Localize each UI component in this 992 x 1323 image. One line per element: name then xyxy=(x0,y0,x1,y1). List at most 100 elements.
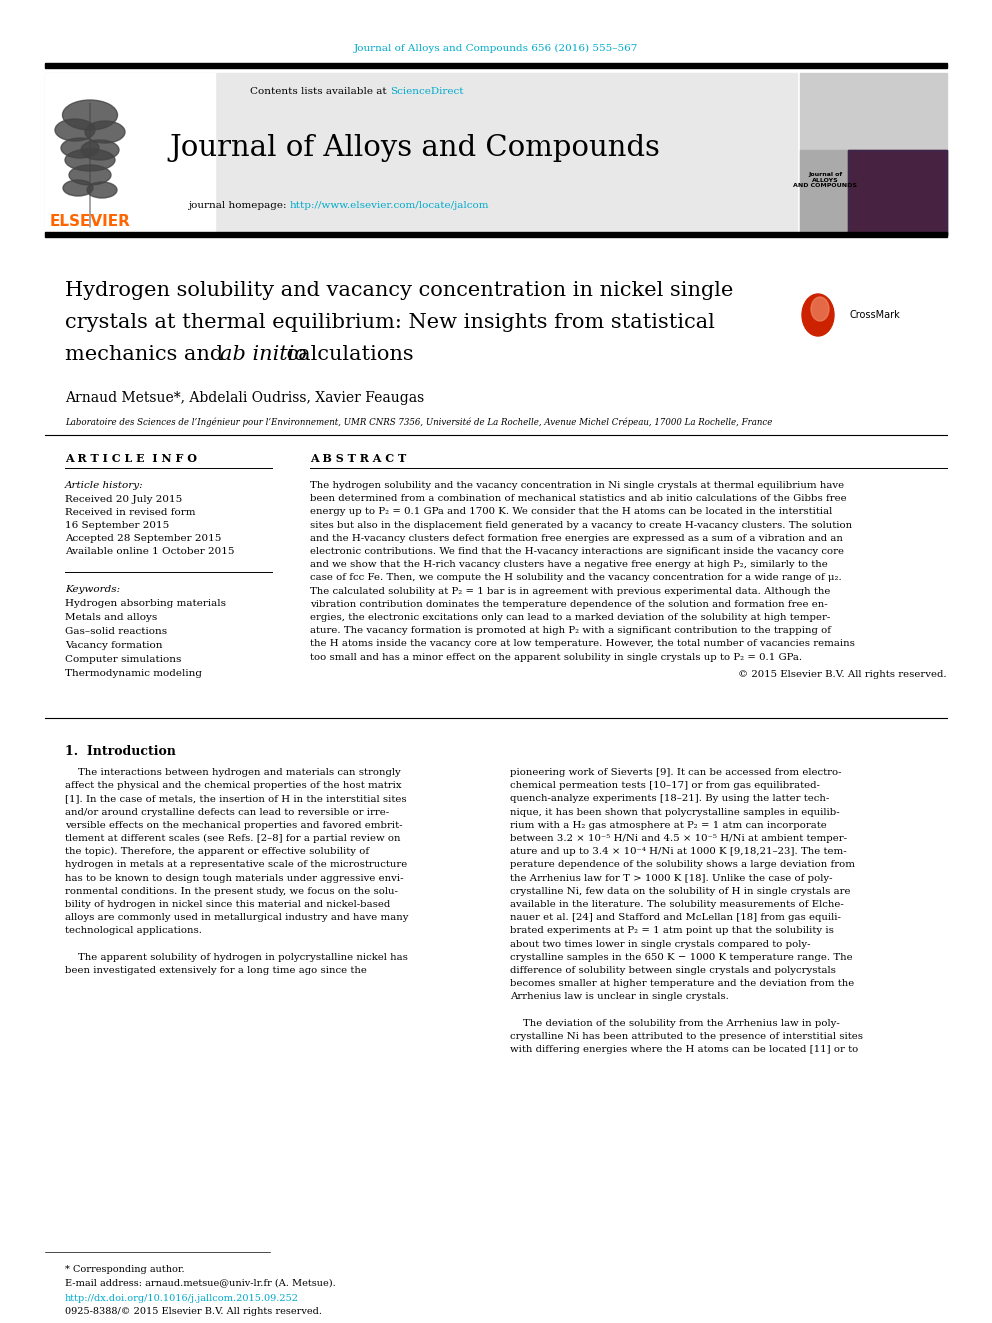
Text: about two times lower in single crystals compared to poly-: about two times lower in single crystals… xyxy=(510,939,810,949)
Ellipse shape xyxy=(63,180,93,196)
Text: crystalline Ni has been attributed to the presence of interstitial sites: crystalline Ni has been attributed to th… xyxy=(510,1032,863,1041)
Text: calculations: calculations xyxy=(280,344,414,364)
Text: Journal of
ALLOYS
AND COMPOUNDS: Journal of ALLOYS AND COMPOUNDS xyxy=(793,172,857,188)
Text: has to be known to design tough materials under aggressive envi-: has to be known to design tough material… xyxy=(65,873,404,882)
Text: the Arrhenius law for T > 1000 K [18]. Unlike the case of poly-: the Arrhenius law for T > 1000 K [18]. U… xyxy=(510,873,832,882)
Ellipse shape xyxy=(87,183,117,198)
Text: been investigated extensively for a long time ago since the: been investigated extensively for a long… xyxy=(65,966,367,975)
Bar xyxy=(848,149,947,235)
Text: perature dependence of the solubility shows a large deviation from: perature dependence of the solubility sh… xyxy=(510,860,855,869)
Text: ELSEVIER: ELSEVIER xyxy=(50,214,130,229)
Text: Journal of Alloys and Compounds: Journal of Alloys and Compounds xyxy=(170,134,661,161)
Text: CrossMark: CrossMark xyxy=(850,310,901,320)
Text: and the H-vacancy clusters defect formation free energies are expressed as a sum: and the H-vacancy clusters defect format… xyxy=(310,533,843,542)
Text: becomes smaller at higher temperature and the deviation from the: becomes smaller at higher temperature an… xyxy=(510,979,854,988)
Text: pioneering work of Sieverts [9]. It can be accessed from electro-: pioneering work of Sieverts [9]. It can … xyxy=(510,767,841,777)
Text: ronmental conditions. In the present study, we focus on the solu-: ronmental conditions. In the present stu… xyxy=(65,886,398,896)
Text: energy up to P₂ = 0.1 GPa and 1700 K. We consider that the H atoms can be locate: energy up to P₂ = 0.1 GPa and 1700 K. We… xyxy=(310,508,832,516)
Text: brated experiments at P₂ = 1 atm point up that the solubility is: brated experiments at P₂ = 1 atm point u… xyxy=(510,926,834,935)
Text: and/or around crystalline defects can lead to reversible or irre-: and/or around crystalline defects can le… xyxy=(65,807,389,816)
Text: 1.  Introduction: 1. Introduction xyxy=(65,745,176,758)
Text: Computer simulations: Computer simulations xyxy=(65,655,182,664)
Bar xyxy=(45,73,797,235)
Text: Received in revised form: Received in revised form xyxy=(65,508,195,517)
Text: between 3.2 × 10⁻⁵ H/Ni and 4.5 × 10⁻⁵ H/Ni at ambient temper-: between 3.2 × 10⁻⁵ H/Ni and 4.5 × 10⁻⁵ H… xyxy=(510,833,847,843)
Text: bility of hydrogen in nickel since this material and nickel-based: bility of hydrogen in nickel since this … xyxy=(65,900,390,909)
Text: ScienceDirect: ScienceDirect xyxy=(390,87,463,97)
Text: Keywords:: Keywords: xyxy=(65,585,120,594)
Text: ature. The vacancy formation is promoted at high P₂ with a significant contribut: ature. The vacancy formation is promoted… xyxy=(310,626,831,635)
Text: Hydrogen solubility and vacancy concentration in nickel single: Hydrogen solubility and vacancy concentr… xyxy=(65,280,733,299)
Text: http://www.elsevier.com/locate/jalcom: http://www.elsevier.com/locate/jalcom xyxy=(290,201,489,210)
Text: A B S T R A C T: A B S T R A C T xyxy=(310,452,407,463)
Ellipse shape xyxy=(811,296,829,321)
Text: Vacancy formation: Vacancy formation xyxy=(65,642,163,650)
Text: Available online 1 October 2015: Available online 1 October 2015 xyxy=(65,546,234,556)
Text: and we show that the H-rich vacancy clusters have a negative free energy at high: and we show that the H-rich vacancy clus… xyxy=(310,560,827,569)
Ellipse shape xyxy=(65,149,115,171)
Text: vibration contribution dominates the temperature dependence of the solution and : vibration contribution dominates the tem… xyxy=(310,599,827,609)
Text: Metals and alloys: Metals and alloys xyxy=(65,613,158,622)
Text: The calculated solubility at P₂ = 1 bar is in agreement with previous experiment: The calculated solubility at P₂ = 1 bar … xyxy=(310,586,830,595)
Text: case of fcc Fe. Then, we compute the H solubility and the vacancy concentration : case of fcc Fe. Then, we compute the H s… xyxy=(310,573,842,582)
Text: chemical permeation tests [10–17] or from gas equilibrated-: chemical permeation tests [10–17] or fro… xyxy=(510,781,819,790)
Text: electronic contributions. We find that the H-vacancy interactions are significan: electronic contributions. We find that t… xyxy=(310,546,844,556)
Ellipse shape xyxy=(62,101,117,130)
Bar xyxy=(800,73,947,235)
Text: ab initio: ab initio xyxy=(220,344,307,364)
Text: affect the physical and the chemical properties of the host matrix: affect the physical and the chemical pro… xyxy=(65,781,402,790)
Text: hydrogen in metals at a representative scale of the microstructure: hydrogen in metals at a representative s… xyxy=(65,860,408,869)
Text: nique, it has been shown that polycrystalline samples in equilib-: nique, it has been shown that polycrysta… xyxy=(510,807,839,816)
Text: * Corresponding author.: * Corresponding author. xyxy=(65,1265,185,1274)
Text: Article history:: Article history: xyxy=(65,482,144,490)
Bar xyxy=(45,73,215,235)
Text: mechanics and: mechanics and xyxy=(65,344,230,364)
Text: nauer et al. [24] and Stafford and McLellan [18] from gas equili-: nauer et al. [24] and Stafford and McLel… xyxy=(510,913,841,922)
Text: journal homepage:: journal homepage: xyxy=(188,201,290,210)
Text: Accepted 28 September 2015: Accepted 28 September 2015 xyxy=(65,534,221,542)
Text: technological applications.: technological applications. xyxy=(65,926,202,935)
Text: Laboratoire des Sciences de l’Ingénieur pour l’Environnement, UMR CNRS 7356, Uni: Laboratoire des Sciences de l’Ingénieur … xyxy=(65,417,773,427)
Bar xyxy=(848,149,947,235)
Text: The hydrogen solubility and the vacancy concentration in Ni single crystals at t: The hydrogen solubility and the vacancy … xyxy=(310,482,844,490)
Text: Contents lists available at: Contents lists available at xyxy=(250,87,390,97)
Text: been determined from a combination of mechanical statistics and ab initio calcul: been determined from a combination of me… xyxy=(310,495,846,503)
Text: The apparent solubility of hydrogen in polycrystalline nickel has: The apparent solubility of hydrogen in p… xyxy=(65,953,408,962)
Text: crystalline Ni, few data on the solubility of H in single crystals are: crystalline Ni, few data on the solubili… xyxy=(510,886,850,896)
Text: rium with a H₂ gas atmosphere at P₂ = 1 atm can incorporate: rium with a H₂ gas atmosphere at P₂ = 1 … xyxy=(510,820,826,830)
Text: The interactions between hydrogen and materials can strongly: The interactions between hydrogen and ma… xyxy=(65,767,401,777)
Text: A R T I C L E  I N F O: A R T I C L E I N F O xyxy=(65,452,197,463)
Text: Received 20 July 2015: Received 20 July 2015 xyxy=(65,495,183,504)
Text: tlement at different scales (see Refs. [2–8] for a partial review on: tlement at different scales (see Refs. [… xyxy=(65,833,401,843)
Ellipse shape xyxy=(69,165,111,185)
Text: difference of solubility between single crystals and polycrystals: difference of solubility between single … xyxy=(510,966,836,975)
Text: the topic). Therefore, the apparent or effective solubility of: the topic). Therefore, the apparent or e… xyxy=(65,847,369,856)
Bar xyxy=(45,64,947,67)
Text: ature and up to 3.4 × 10⁻⁴ H/Ni at 1000 K [9,18,21–23]. The tem-: ature and up to 3.4 × 10⁻⁴ H/Ni at 1000 … xyxy=(510,847,846,856)
Text: alloys are commonly used in metallurgical industry and have many: alloys are commonly used in metallurgica… xyxy=(65,913,409,922)
Text: Arrhenius law is unclear in single crystals.: Arrhenius law is unclear in single cryst… xyxy=(510,992,729,1002)
Text: quench-analyze experiments [18–21]. By using the latter tech-: quench-analyze experiments [18–21]. By u… xyxy=(510,794,829,803)
Text: the H atoms inside the vacancy core at low temperature. However, the total numbe: the H atoms inside the vacancy core at l… xyxy=(310,639,855,648)
Text: crystalline samples in the 650 K − 1000 K temperature range. The: crystalline samples in the 650 K − 1000 … xyxy=(510,953,853,962)
Text: E-mail address: arnaud.metsue@univ-lr.fr (A. Metsue).: E-mail address: arnaud.metsue@univ-lr.fr… xyxy=(65,1278,335,1287)
Text: The deviation of the solubility from the Arrhenius law in poly-: The deviation of the solubility from the… xyxy=(510,1019,840,1028)
Text: Arnaud Metsue*, Abdelali Oudriss, Xavier Feaugas: Arnaud Metsue*, Abdelali Oudriss, Xavier… xyxy=(65,392,425,405)
Ellipse shape xyxy=(802,294,834,336)
Text: available in the literature. The solubility measurements of Elche-: available in the literature. The solubil… xyxy=(510,900,844,909)
Ellipse shape xyxy=(85,120,125,143)
Text: Journal of Alloys and Compounds 656 (2016) 555–567: Journal of Alloys and Compounds 656 (201… xyxy=(354,44,638,53)
Text: versible effects on the mechanical properties and favored embrit-: versible effects on the mechanical prope… xyxy=(65,820,403,830)
Text: ergies, the electronic excitations only can lead to a marked deviation of the so: ergies, the electronic excitations only … xyxy=(310,613,830,622)
Bar xyxy=(800,149,947,235)
Text: too small and has a minor effect on the apparent solubility in single crystals u: too small and has a minor effect on the … xyxy=(310,652,803,662)
Text: 0925-8388/© 2015 Elsevier B.V. All rights reserved.: 0925-8388/© 2015 Elsevier B.V. All right… xyxy=(65,1307,322,1316)
Text: © 2015 Elsevier B.V. All rights reserved.: © 2015 Elsevier B.V. All rights reserved… xyxy=(738,669,947,679)
Text: sites but also in the displacement field generated by a vacancy to create H-vaca: sites but also in the displacement field… xyxy=(310,520,852,529)
Ellipse shape xyxy=(81,140,119,160)
Ellipse shape xyxy=(55,119,95,142)
Text: http://dx.doi.org/10.1016/j.jallcom.2015.09.252: http://dx.doi.org/10.1016/j.jallcom.2015… xyxy=(65,1294,299,1303)
Bar xyxy=(45,232,947,237)
Ellipse shape xyxy=(61,138,99,157)
Text: Thermodynamic modeling: Thermodynamic modeling xyxy=(65,669,202,677)
